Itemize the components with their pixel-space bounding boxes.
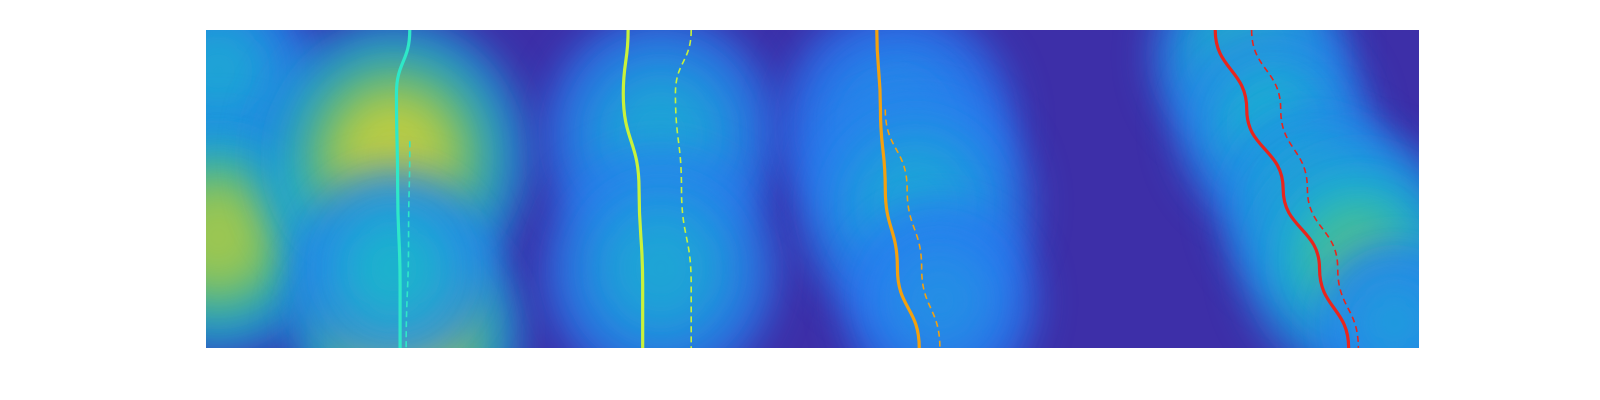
heatmap-hotspot-0	[206, 33, 255, 110]
series-line-0-solid	[394, 30, 412, 348]
heatmap-hotspot-6	[617, 222, 705, 315]
series-line-7-dashed	[1250, 30, 1360, 348]
heatmap-hotspot-14	[1365, 292, 1419, 348]
series-line-4-solid	[875, 30, 921, 348]
series-layer	[394, 30, 1360, 348]
series-line-1-dashed	[405, 141, 411, 348]
heatmap-hotspot-9	[903, 262, 977, 339]
heatmap-hotspot-1	[206, 190, 262, 283]
series-line-3-dashed	[674, 30, 692, 348]
series-line-2-solid	[621, 30, 645, 348]
series-line-6-solid	[1213, 30, 1351, 348]
series-line-5-dashed	[884, 109, 941, 348]
heatmap-layer	[206, 30, 1419, 348]
heatmap-hotspot-4	[357, 230, 431, 307]
